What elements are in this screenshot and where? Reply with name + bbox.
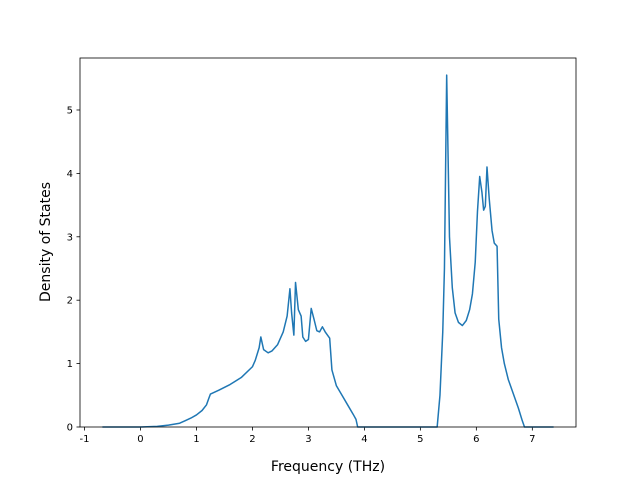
x-tick-label: 3: [305, 434, 311, 445]
x-tick-label: 4: [361, 434, 367, 445]
y-tick-label: 3: [67, 232, 73, 243]
y-tick-label: 1: [67, 359, 73, 370]
plot-frame: [79, 57, 577, 428]
x-tick-label: 0: [137, 434, 143, 445]
y-axis-label: Density of States: [38, 182, 54, 302]
y-tick-label: 5: [67, 105, 73, 116]
line: [102, 74, 554, 428]
x-tick-label: 5: [417, 434, 423, 445]
x-axis-label: Frequency (THz): [271, 459, 385, 475]
x-tick-label: 1: [193, 434, 199, 445]
y-tick-label: 2: [67, 296, 73, 307]
y-tick-label: 4: [67, 169, 73, 180]
x-tick-label: 6: [473, 434, 479, 445]
x-tick-label: -1: [79, 434, 89, 445]
y-tick-label: 0: [67, 423, 73, 434]
x-tick-label: 7: [529, 434, 535, 445]
x-tick-label: 2: [249, 434, 255, 445]
